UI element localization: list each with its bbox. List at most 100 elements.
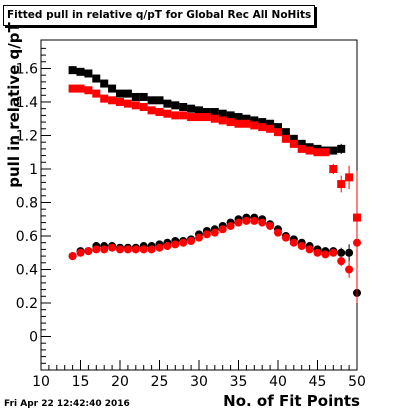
data-point-circle [195, 233, 203, 242]
data-point-square [84, 86, 93, 95]
data-point-circle [210, 228, 219, 237]
x-tick-label: 50 [348, 374, 366, 390]
data-point-square [337, 144, 346, 153]
data-point-square [195, 106, 203, 115]
data-point-square [131, 101, 140, 110]
data-point-square [329, 164, 338, 173]
data-point-square [218, 116, 227, 125]
data-point-square [258, 118, 267, 127]
data-point-square [139, 103, 148, 112]
data-point-square [329, 146, 338, 155]
y-axis-label: pull in relative q/pT [5, 22, 23, 188]
data-point-circle [116, 245, 124, 254]
data-point-circle [68, 252, 77, 261]
data-point-circle [218, 225, 227, 234]
axes: 10 15 20 25 30 35 40 45 50 0 0.2 0.4 0.6 0.8 1 1.2 1.4 1.… [16, 47, 366, 390]
data-point-square [76, 67, 85, 76]
y-tick-label: 1.2 [16, 128, 38, 144]
data-point-square [163, 99, 172, 108]
data-point-circle [274, 228, 282, 237]
data-point-square [100, 94, 109, 103]
data-point-square [179, 111, 188, 120]
data-point-square [116, 97, 124, 106]
data-point-square [313, 148, 322, 157]
data-point-square [187, 104, 196, 113]
data-point-square [297, 139, 306, 148]
x-tick-label: 35 [230, 374, 248, 390]
data-marks [68, 66, 361, 305]
data-point-square [202, 108, 211, 117]
data-point-square [274, 123, 282, 132]
data-point-circle [345, 248, 354, 257]
data-point-circle [147, 245, 156, 254]
data-point-square [234, 119, 243, 128]
data-point-circle [250, 216, 259, 225]
data-point-circle [337, 257, 346, 266]
data-point-circle [289, 238, 298, 247]
y-tick-label: 0 [29, 329, 38, 345]
data-point-square [147, 96, 156, 105]
data-point-square [155, 108, 164, 117]
data-point-square [171, 111, 180, 120]
data-point-square [321, 148, 330, 157]
data-point-circle [313, 248, 322, 257]
data-point-square [116, 89, 124, 98]
data-point-square [92, 74, 101, 83]
y-tick-label: 1.6 [16, 61, 38, 77]
y-tick-label: 0.8 [16, 195, 38, 211]
data-point-square [139, 92, 148, 101]
data-point-square [289, 134, 298, 143]
data-point-square [210, 114, 219, 123]
data-point-square [84, 69, 93, 78]
series-width-black [68, 66, 346, 155]
data-point-circle [139, 245, 148, 254]
y-tick-label: 1.4 [16, 95, 38, 111]
data-point-circle [281, 233, 290, 242]
data-point-circle [345, 265, 354, 274]
data-point-circle [131, 245, 140, 254]
data-point-circle [155, 243, 164, 252]
data-point-square [242, 119, 251, 128]
data-point-square [123, 99, 132, 108]
data-point-square [171, 101, 180, 110]
data-point-square [195, 113, 203, 122]
x-tick-label: 25 [151, 374, 169, 390]
data-point-square [266, 124, 275, 133]
data-point-square [266, 119, 275, 128]
data-point-square [250, 116, 259, 125]
data-point-square [242, 114, 251, 123]
data-point-circle [266, 221, 275, 230]
data-point-circle [305, 245, 314, 254]
data-point-circle [258, 218, 267, 227]
x-tick-label: 45 [309, 374, 327, 390]
data-point-square [250, 121, 259, 130]
x-axis-label: No. of Fit Points [223, 392, 360, 410]
data-point-circle [202, 230, 211, 239]
data-point-square [179, 103, 188, 112]
data-point-square [147, 106, 156, 115]
data-point-circle [226, 221, 235, 230]
data-point-square [202, 113, 211, 122]
data-point-square [163, 109, 172, 118]
data-point-square [155, 96, 164, 105]
data-point-square [226, 118, 235, 127]
data-point-square [100, 79, 109, 88]
data-point-square [226, 111, 235, 120]
data-point-circle [108, 243, 117, 252]
data-point-circle [179, 238, 188, 247]
data-point-square [305, 146, 314, 155]
data-point-circle [100, 245, 109, 254]
data-point-square [210, 108, 219, 117]
data-point-square [68, 84, 77, 93]
series-mean-black [68, 213, 361, 305]
data-point-circle [234, 218, 243, 227]
data-point-square [281, 134, 290, 143]
data-point-square [234, 113, 243, 122]
data-point-square [218, 109, 227, 118]
series-width-red [68, 84, 361, 265]
canvas-date-stamp: Fri Apr 22 12:42:40 2016 [4, 399, 130, 409]
data-point-circle [337, 248, 346, 257]
x-tick-label: 15 [72, 374, 90, 390]
y-tick-label: 1 [29, 162, 38, 178]
